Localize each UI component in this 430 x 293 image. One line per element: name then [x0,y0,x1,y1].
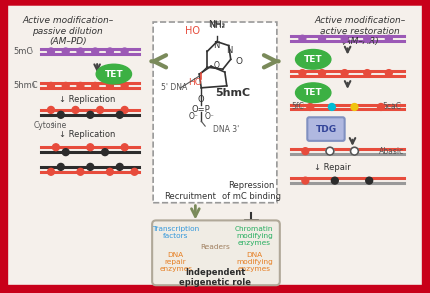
Circle shape [302,177,309,184]
Circle shape [364,35,371,42]
Circle shape [351,103,358,110]
Circle shape [116,163,123,170]
Circle shape [107,48,114,55]
Text: Recruitment: Recruitment [165,192,216,201]
Circle shape [92,82,98,89]
Text: Cytosine: Cytosine [33,121,67,130]
Circle shape [307,103,314,110]
Circle shape [121,106,128,113]
Circle shape [77,82,84,89]
Circle shape [131,168,138,175]
Text: HO: HO [185,26,200,36]
Circle shape [87,144,94,151]
Text: DNA
modifying
enzymes: DNA modifying enzymes [236,252,273,272]
Circle shape [57,111,64,118]
Text: ↓ Replication: ↓ Replication [59,95,116,104]
Text: Repression
of mC binding: Repression of mC binding [222,181,281,201]
Text: 5caC: 5caC [383,102,402,111]
Text: O: O [214,61,220,70]
Text: TDG: TDG [316,125,337,134]
Circle shape [87,111,94,118]
Circle shape [366,177,373,184]
Ellipse shape [295,50,331,69]
Text: TET: TET [304,55,322,64]
Circle shape [77,168,84,175]
Circle shape [319,70,326,76]
Text: DNA
repair
enzymes: DNA repair enzymes [159,252,192,272]
FancyBboxPatch shape [153,22,277,203]
Text: Active modification–
passive dilution
(AM–PD): Active modification– passive dilution (A… [22,16,114,46]
Circle shape [299,35,306,42]
Text: HO: HO [188,79,202,87]
Text: TET: TET [304,88,322,97]
Text: O: O [235,57,242,66]
Circle shape [62,82,69,89]
Circle shape [97,106,104,113]
Text: O⁻: O⁻ [204,112,214,121]
FancyBboxPatch shape [7,4,423,286]
Text: Active modification–
active restoration
(AM–AR): Active modification– active restoration … [315,16,406,46]
Circle shape [52,144,59,151]
Text: 5hmC: 5hmC [14,81,38,90]
Text: Independent
epigenetic role: Independent epigenetic role [179,268,251,287]
Circle shape [48,106,55,113]
Circle shape [101,149,108,156]
Text: Transcription
factors: Transcription factors [152,226,200,239]
Text: NH₂: NH₂ [209,21,225,30]
Circle shape [326,147,334,155]
Circle shape [329,103,335,110]
Circle shape [72,106,79,113]
Text: ↓ Repair: ↓ Repair [314,163,351,172]
Circle shape [116,111,123,118]
Circle shape [48,48,55,55]
Text: DNA 3': DNA 3' [213,125,239,134]
Text: O: O [198,95,205,104]
Text: O⁻: O⁻ [188,112,198,121]
Text: 5mC: 5mC [14,47,33,56]
Circle shape [107,82,114,89]
Circle shape [341,70,348,76]
Circle shape [302,148,309,155]
Circle shape [121,144,128,151]
Text: Chromatin
modifying
enzymes: Chromatin modifying enzymes [235,226,273,246]
Text: TET: TET [104,69,123,79]
Text: 5fC: 5fC [292,102,304,111]
Text: 5hmC: 5hmC [215,88,250,98]
Circle shape [87,163,94,170]
Circle shape [378,103,384,110]
Text: ↓ Replication: ↓ Replication [59,130,116,139]
Circle shape [319,35,326,42]
Text: O=P: O=P [192,105,211,114]
Circle shape [341,35,348,42]
Circle shape [107,168,114,175]
Ellipse shape [96,64,132,84]
Circle shape [332,177,338,184]
Circle shape [350,147,358,155]
Circle shape [62,48,69,55]
Circle shape [92,48,98,55]
Circle shape [48,82,55,89]
Circle shape [121,82,128,89]
Text: N: N [227,46,233,55]
Circle shape [385,70,392,76]
Text: 5' DNA: 5' DNA [161,83,187,92]
Circle shape [57,163,64,170]
Circle shape [48,168,55,175]
Circle shape [121,48,128,55]
FancyBboxPatch shape [152,220,280,285]
Circle shape [385,35,392,42]
Circle shape [299,70,306,76]
Circle shape [62,149,69,156]
Text: N: N [213,41,219,50]
Circle shape [364,70,371,76]
Ellipse shape [295,83,331,103]
Text: NH₂: NH₂ [209,21,225,30]
Text: Readers: Readers [200,244,230,250]
FancyBboxPatch shape [307,117,344,141]
Circle shape [77,48,84,55]
Text: Abasic: Abasic [379,147,405,156]
